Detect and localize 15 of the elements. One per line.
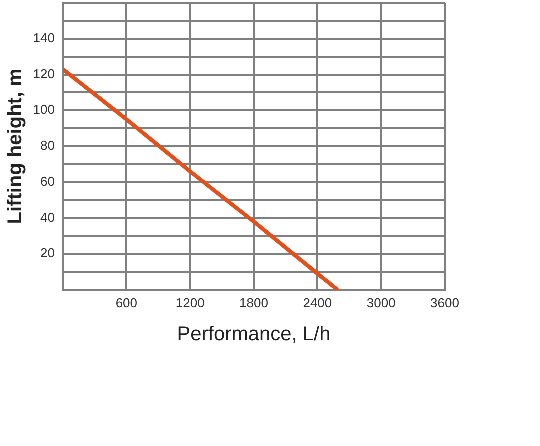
x-tick-label: 3000 xyxy=(366,295,396,310)
y-tick-label: 40 xyxy=(40,210,55,225)
x-axis-title: Performance, L/h xyxy=(177,324,331,346)
y-tick-label: 20 xyxy=(40,246,55,261)
y-axis-title: Lifting height, m xyxy=(4,68,27,224)
y-tick-label: 100 xyxy=(33,102,55,118)
y-tick-label: 60 xyxy=(40,174,55,189)
y-tick-label: 120 xyxy=(33,66,55,82)
x-tick-label: 1200 xyxy=(176,295,205,310)
x-tick-label: 600 xyxy=(116,295,138,310)
y-tick-label: 140 xyxy=(33,30,55,46)
x-tick-label: 3600 xyxy=(430,295,460,310)
y-tick-label: 80 xyxy=(40,138,55,154)
x-tick-label: 1800 xyxy=(240,295,268,310)
x-tick-label: 2400 xyxy=(303,295,332,310)
